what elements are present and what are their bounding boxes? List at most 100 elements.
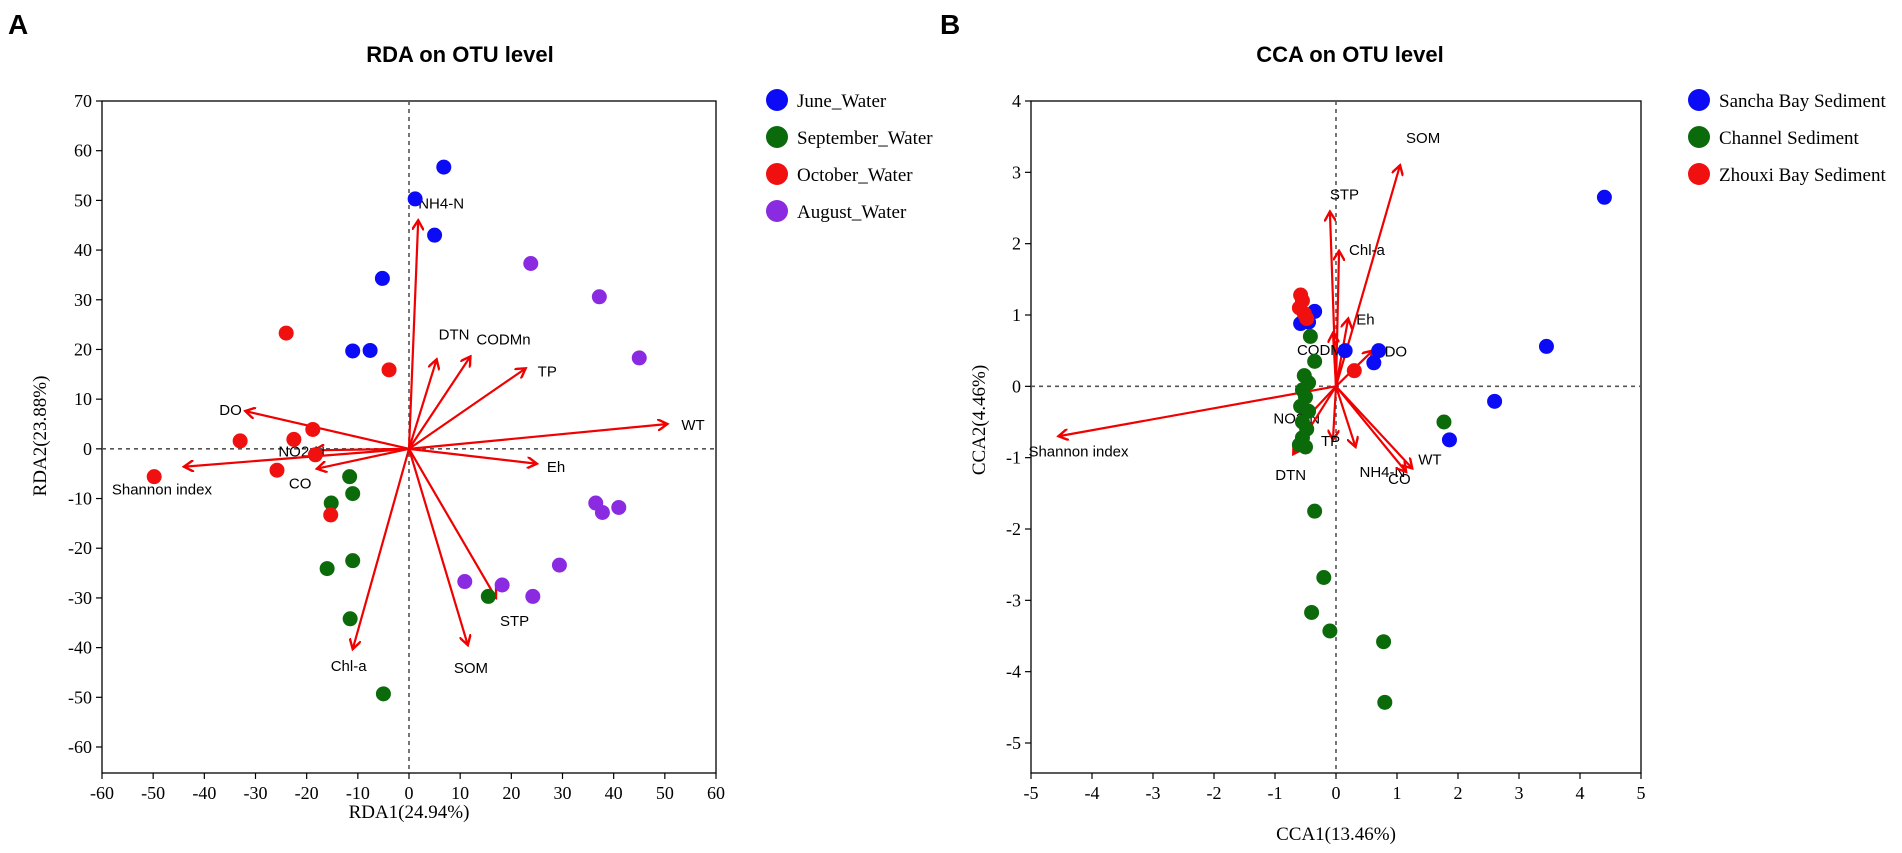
cca-point-sancha-bay-sediment (1596, 189, 1612, 205)
cca-y-tick-label: 0 (1012, 376, 1021, 396)
rda-vector-stp (408, 448, 496, 598)
cca-x-tick-label: -1 (1268, 783, 1283, 803)
rda-y-tick-label: 50 (74, 190, 92, 210)
cca-point-channel-sediment (1307, 353, 1323, 369)
cca-legend-marker-zhouxi-bay-sediment (1688, 163, 1710, 185)
rda-point-august-water (594, 504, 610, 520)
rda-vector-label-som: SOM (454, 660, 488, 677)
rda-y-tick-label: 70 (74, 91, 92, 111)
rda-point-october-water (305, 421, 321, 437)
cca-vector-label-stp: STP (1330, 187, 1359, 204)
rda-y-tick-label: -20 (68, 538, 92, 558)
rda-x-tick-label: -50 (141, 783, 165, 803)
cca-point-channel-sediment (1436, 414, 1452, 430)
cca-point-sancha-bay-sediment (1337, 343, 1353, 359)
rda-point-september-water (480, 588, 496, 604)
rda-point-august-water (523, 255, 539, 271)
rda-point-september-water (342, 611, 358, 627)
rda-legend-label-october-water: October_Water (797, 165, 913, 186)
rda-vector-nh4-n (407, 220, 418, 449)
cca-vector-label-shannon-index: Shannon index (1028, 443, 1129, 460)
rda-point-august-water (611, 499, 627, 515)
rda-legend-marker-october-water (766, 163, 788, 185)
rda-vector-codmn (408, 356, 470, 450)
rda-legend-label-august-water: August_Water (797, 202, 907, 223)
panel-letter-a: A (8, 9, 28, 40)
cca-point-sancha-bay-sediment (1366, 355, 1382, 371)
cca-x-tick-label: -5 (1024, 783, 1039, 803)
cca-vector-codmn (1333, 333, 1336, 387)
rda-legend-label-june-water: June_Water (797, 91, 887, 112)
cca-vector-label-co: CO (1388, 471, 1411, 488)
rda-y-tick-label: 10 (74, 389, 92, 409)
rda-vector-label-chl-a: Chl-a (331, 658, 368, 675)
cca-vector-label-do: DO (1385, 344, 1408, 361)
rda-vector-label-codmn: CODMn (476, 331, 530, 348)
rda-point-september-water (345, 553, 361, 569)
rda-point-september-water (345, 486, 361, 502)
rda-point-august-water (631, 350, 647, 366)
rda-x-tick-label: 20 (502, 783, 520, 803)
rda-vector-label-stp: STP (500, 613, 529, 630)
cca-vector-label-codmn: CODMn (1297, 342, 1351, 359)
cca-vector-label-dtn: DTN (1275, 467, 1306, 484)
rda-point-june-water (407, 191, 423, 207)
cca-y-tick-label: -5 (1006, 733, 1021, 753)
cca-vector-shannon-index (1058, 385, 1337, 436)
cca-legend-marker-sancha-bay-sediment (1688, 89, 1710, 111)
rda-point-september-water (375, 686, 391, 702)
rda-vector-label-tp: TP (538, 363, 557, 380)
cca-x-tick-label: 1 (1393, 783, 1402, 803)
rda-point-october-water (307, 447, 323, 463)
rda-vector-do (245, 411, 410, 450)
cca-x-axis-label: CCA1(13.46%) (1276, 824, 1396, 845)
rda-x-tick-label: -60 (90, 783, 114, 803)
rda-x-tick-label: -30 (244, 783, 268, 803)
cca-point-sancha-bay-sediment (1371, 343, 1387, 359)
cca-y-tick-label: -4 (1006, 662, 1021, 682)
cca-vector-wt (1335, 385, 1412, 468)
cca-point-zhouxi-bay-sediment (1346, 363, 1362, 379)
rda-x-tick-label: 40 (605, 783, 623, 803)
rda-vector-chl-a (353, 448, 411, 649)
rda-point-june-water (345, 343, 361, 359)
cca-point-channel-sediment (1322, 623, 1338, 639)
cca-point-channel-sediment (1377, 694, 1393, 710)
rda-point-august-water (551, 557, 567, 573)
cca-x-tick-label: -2 (1207, 783, 1222, 803)
rda-y-tick-label: -50 (68, 687, 92, 707)
cca-point-sancha-bay-sediment (1441, 432, 1457, 448)
rda-vector-label-dtn: DTN (439, 326, 470, 343)
cca-x-tick-label: 3 (1515, 783, 1524, 803)
rda-y-tick-label: -30 (68, 588, 92, 608)
cca-vector-nh4-n (1334, 385, 1356, 447)
rda-y-tick-label: -10 (68, 489, 92, 509)
cca-vector-label-wt: WT (1418, 451, 1441, 468)
cca-y-tick-label: 2 (1012, 234, 1021, 254)
rda-point-august-water (457, 574, 473, 590)
cca-point-channel-sediment (1302, 328, 1318, 344)
cca-point-sancha-bay-sediment (1487, 393, 1503, 409)
cca-y-tick-label: -2 (1006, 519, 1021, 539)
rda-point-june-water (427, 227, 443, 243)
cca-y-tick-label: 4 (1012, 91, 1021, 111)
rda-point-october-water (278, 325, 294, 341)
cca-vector-label-chl-a: Chl-a (1349, 242, 1386, 259)
rda-x-tick-label: 50 (656, 783, 674, 803)
cca-x-tick-label: 4 (1576, 783, 1585, 803)
cca-point-channel-sediment (1307, 503, 1323, 519)
panel-letter-b: B (940, 9, 960, 40)
rda-legend-marker-september-water (766, 126, 788, 148)
rda-x-axis-label: RDA1(24.94%) (349, 802, 470, 823)
rda-point-august-water (494, 577, 510, 593)
cca-point-channel-sediment (1376, 634, 1392, 650)
cca-panel: CCA on OTU level -5 -4 -3 -2 -1 0 1 2 3 4 5 -5 -4 -3 -… (969, 42, 1886, 845)
rda-y-tick-label: -60 (68, 737, 92, 757)
rda-legend-marker-august-water (766, 200, 788, 222)
rda-vector-label-wt: WT (681, 417, 704, 434)
cca-y-tick-label: 3 (1012, 162, 1021, 182)
rda-y-tick-label: 20 (74, 339, 92, 359)
rda-vector-label-do: DO (219, 402, 242, 419)
rda-point-october-water (146, 469, 162, 485)
